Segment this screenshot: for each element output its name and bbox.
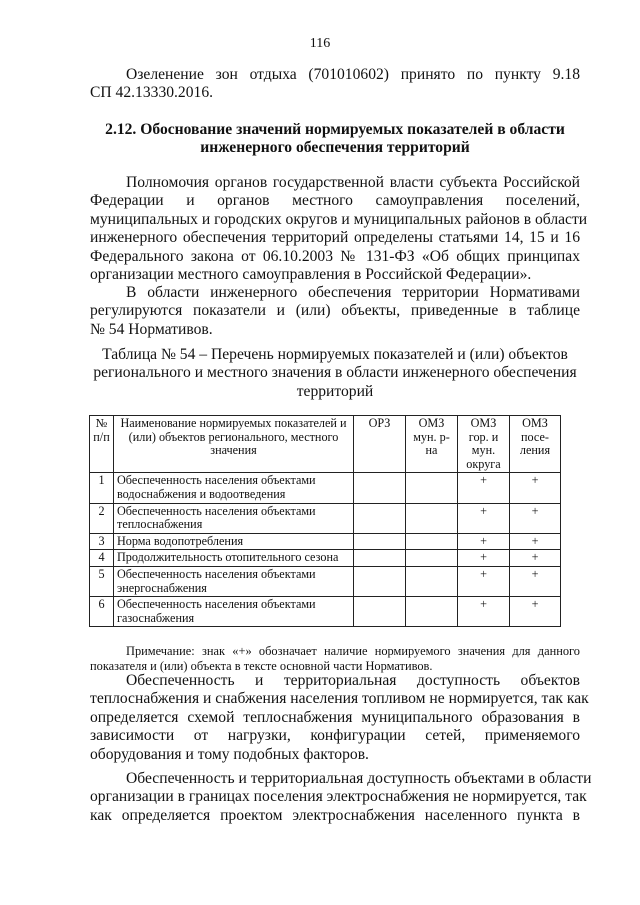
- table-cell: Обеспеченность населения объектами водос…: [113, 472, 354, 504]
- text-line: теплоснабжения и снабжения населения топ…: [90, 690, 589, 708]
- table-row: 1 Обеспеченность населения объектами водо…: [89, 472, 561, 504]
- table-cell: +: [509, 596, 561, 628]
- table-cell: [353, 532, 406, 551]
- table-cell: [405, 472, 458, 504]
- table-header-row: № п/п Наименование нормируемых показателе…: [89, 414, 561, 474]
- text-line: оборудования и тому подобных факторов.: [90, 745, 369, 763]
- table-cell: +: [457, 596, 510, 628]
- table-cell: +: [509, 532, 561, 551]
- table-cell: 1: [89, 472, 114, 504]
- table-note: Примечание: знак «+» обозначает наличие …: [90, 644, 580, 674]
- table-cell: Продолжительность отопительного сезона: [113, 549, 354, 567]
- text-line: Таблица № 54 – Перечень нормируемых пока…: [102, 346, 568, 363]
- text-line: Федерации и органов местного самоуправле…: [90, 192, 580, 210]
- table-cell: Обеспеченность населения объектами газос…: [113, 596, 354, 628]
- text-line: организации местного самоуправления в Ро…: [90, 265, 532, 283]
- table-cell: +: [457, 502, 510, 534]
- text-line: инженерного обеспечения территорий: [200, 139, 470, 157]
- table-row: 2 Обеспеченность населения объектами тепл…: [89, 502, 561, 534]
- table-cell: 5: [89, 565, 114, 598]
- column-header: ОРЗ: [353, 414, 406, 474]
- table-cell: 2: [89, 502, 114, 534]
- table-cell: Норма водопотребления: [113, 532, 354, 551]
- text-line: регулируются показатели и (или) объекты,…: [90, 302, 580, 320]
- table-cell: [405, 596, 458, 628]
- table-row: 4 Продолжительность отопительного сезона +…: [89, 549, 561, 567]
- table-cell: [353, 596, 406, 628]
- text-line: инженерного обеспечения территорий опред…: [90, 229, 580, 247]
- note-line: Примечание: знак «+» обозначает наличие …: [126, 644, 580, 658]
- text-line: СП 42.13330.2016.: [90, 84, 214, 102]
- table-cell: Обеспеченность населения объектами тепло…: [113, 502, 354, 534]
- table-cell: +: [457, 472, 510, 504]
- text-line: Обеспеченность и территориальная доступн…: [126, 672, 580, 689]
- text-line: муниципальных и городских округов и муни…: [90, 210, 588, 228]
- table-cell: [353, 472, 406, 504]
- table-cell: +: [509, 502, 561, 534]
- table-cell: [353, 549, 406, 567]
- column-header: № п/п: [89, 414, 114, 474]
- section-heading: 2.12. Обоснование значений нормируемых п…: [90, 121, 580, 158]
- norms-table: № п/п Наименование нормируемых показателе…: [89, 414, 561, 628]
- note-line: показателя и (или) объекта в тексте осно…: [90, 659, 433, 673]
- intro-paragraph: Озеленение зон отдыха (701010602) принят…: [90, 66, 580, 103]
- text-line: Озеленение зон отдыха (701010602) принят…: [126, 66, 580, 83]
- text-line: как определяется проектом электроснабжен…: [90, 806, 580, 824]
- text-line: территорий: [296, 382, 374, 400]
- text-line: Полномочия органов государственной власт…: [126, 174, 580, 191]
- text-line: регионального и местного значения в обла…: [93, 364, 577, 382]
- text-line: 2.12. Обоснование значений нормируемых п…: [105, 121, 565, 138]
- text-line: № 54 Нормативов.: [90, 320, 213, 338]
- page-number: 116: [309, 36, 331, 51]
- table-cell: +: [509, 549, 561, 567]
- table-cell: +: [457, 532, 510, 551]
- text-line: Федерального закона от 06.10.2003 № 131-…: [90, 247, 580, 265]
- table-cell: 3: [89, 532, 114, 551]
- text-line: зависимости от нагрузки, конфигурации се…: [90, 727, 580, 745]
- table-row: 5 Обеспеченность населения объектами энер…: [89, 565, 561, 598]
- table-cell: [353, 565, 406, 598]
- paragraph-powers: Полномочия органов государственной власт…: [90, 174, 588, 284]
- text-line: Обеспеченность и территориальная доступн…: [126, 770, 592, 787]
- table-cell: 4: [89, 549, 114, 567]
- column-header: ОМЗ мун. р-на: [405, 414, 458, 474]
- text-line: организации в границах поселения электро…: [90, 788, 587, 806]
- text-line: определяется схемой теплоснабжения муниц…: [90, 708, 580, 726]
- table-cell: +: [457, 549, 510, 567]
- paragraph-table-reference: В области инженерного обеспечения террит…: [90, 284, 580, 339]
- table-cell: [405, 502, 458, 534]
- table-cell: [353, 502, 406, 534]
- table-row: 6 Обеспеченность населения объектами газо…: [89, 596, 561, 628]
- table-cell: [405, 565, 458, 598]
- table-cell: [405, 532, 458, 551]
- table-cell: Обеспеченность населения объектами энерг…: [113, 565, 354, 598]
- table-cell: 6: [89, 596, 114, 628]
- paragraph-electricity: Обеспеченность и территориальная доступн…: [90, 770, 592, 825]
- column-header: ОМЗ посе-ления: [509, 414, 561, 474]
- table-cell: +: [457, 565, 510, 598]
- table-cell: +: [509, 472, 561, 504]
- table-row: 3 Норма водопотребления + +: [89, 532, 561, 551]
- column-header: Наименование нормируемых показателей и (…: [113, 414, 354, 474]
- column-header: ОМЗ гор. и мун. округа: [457, 414, 510, 474]
- table-cell: +: [509, 565, 561, 598]
- table-cell: [405, 549, 458, 567]
- text-line: В области инженерного обеспечения террит…: [126, 284, 580, 301]
- paragraph-heat-supply: Обеспеченность и территориальная доступн…: [90, 672, 589, 764]
- table-caption: Таблица № 54 – Перечень нормируемых пока…: [90, 346, 580, 401]
